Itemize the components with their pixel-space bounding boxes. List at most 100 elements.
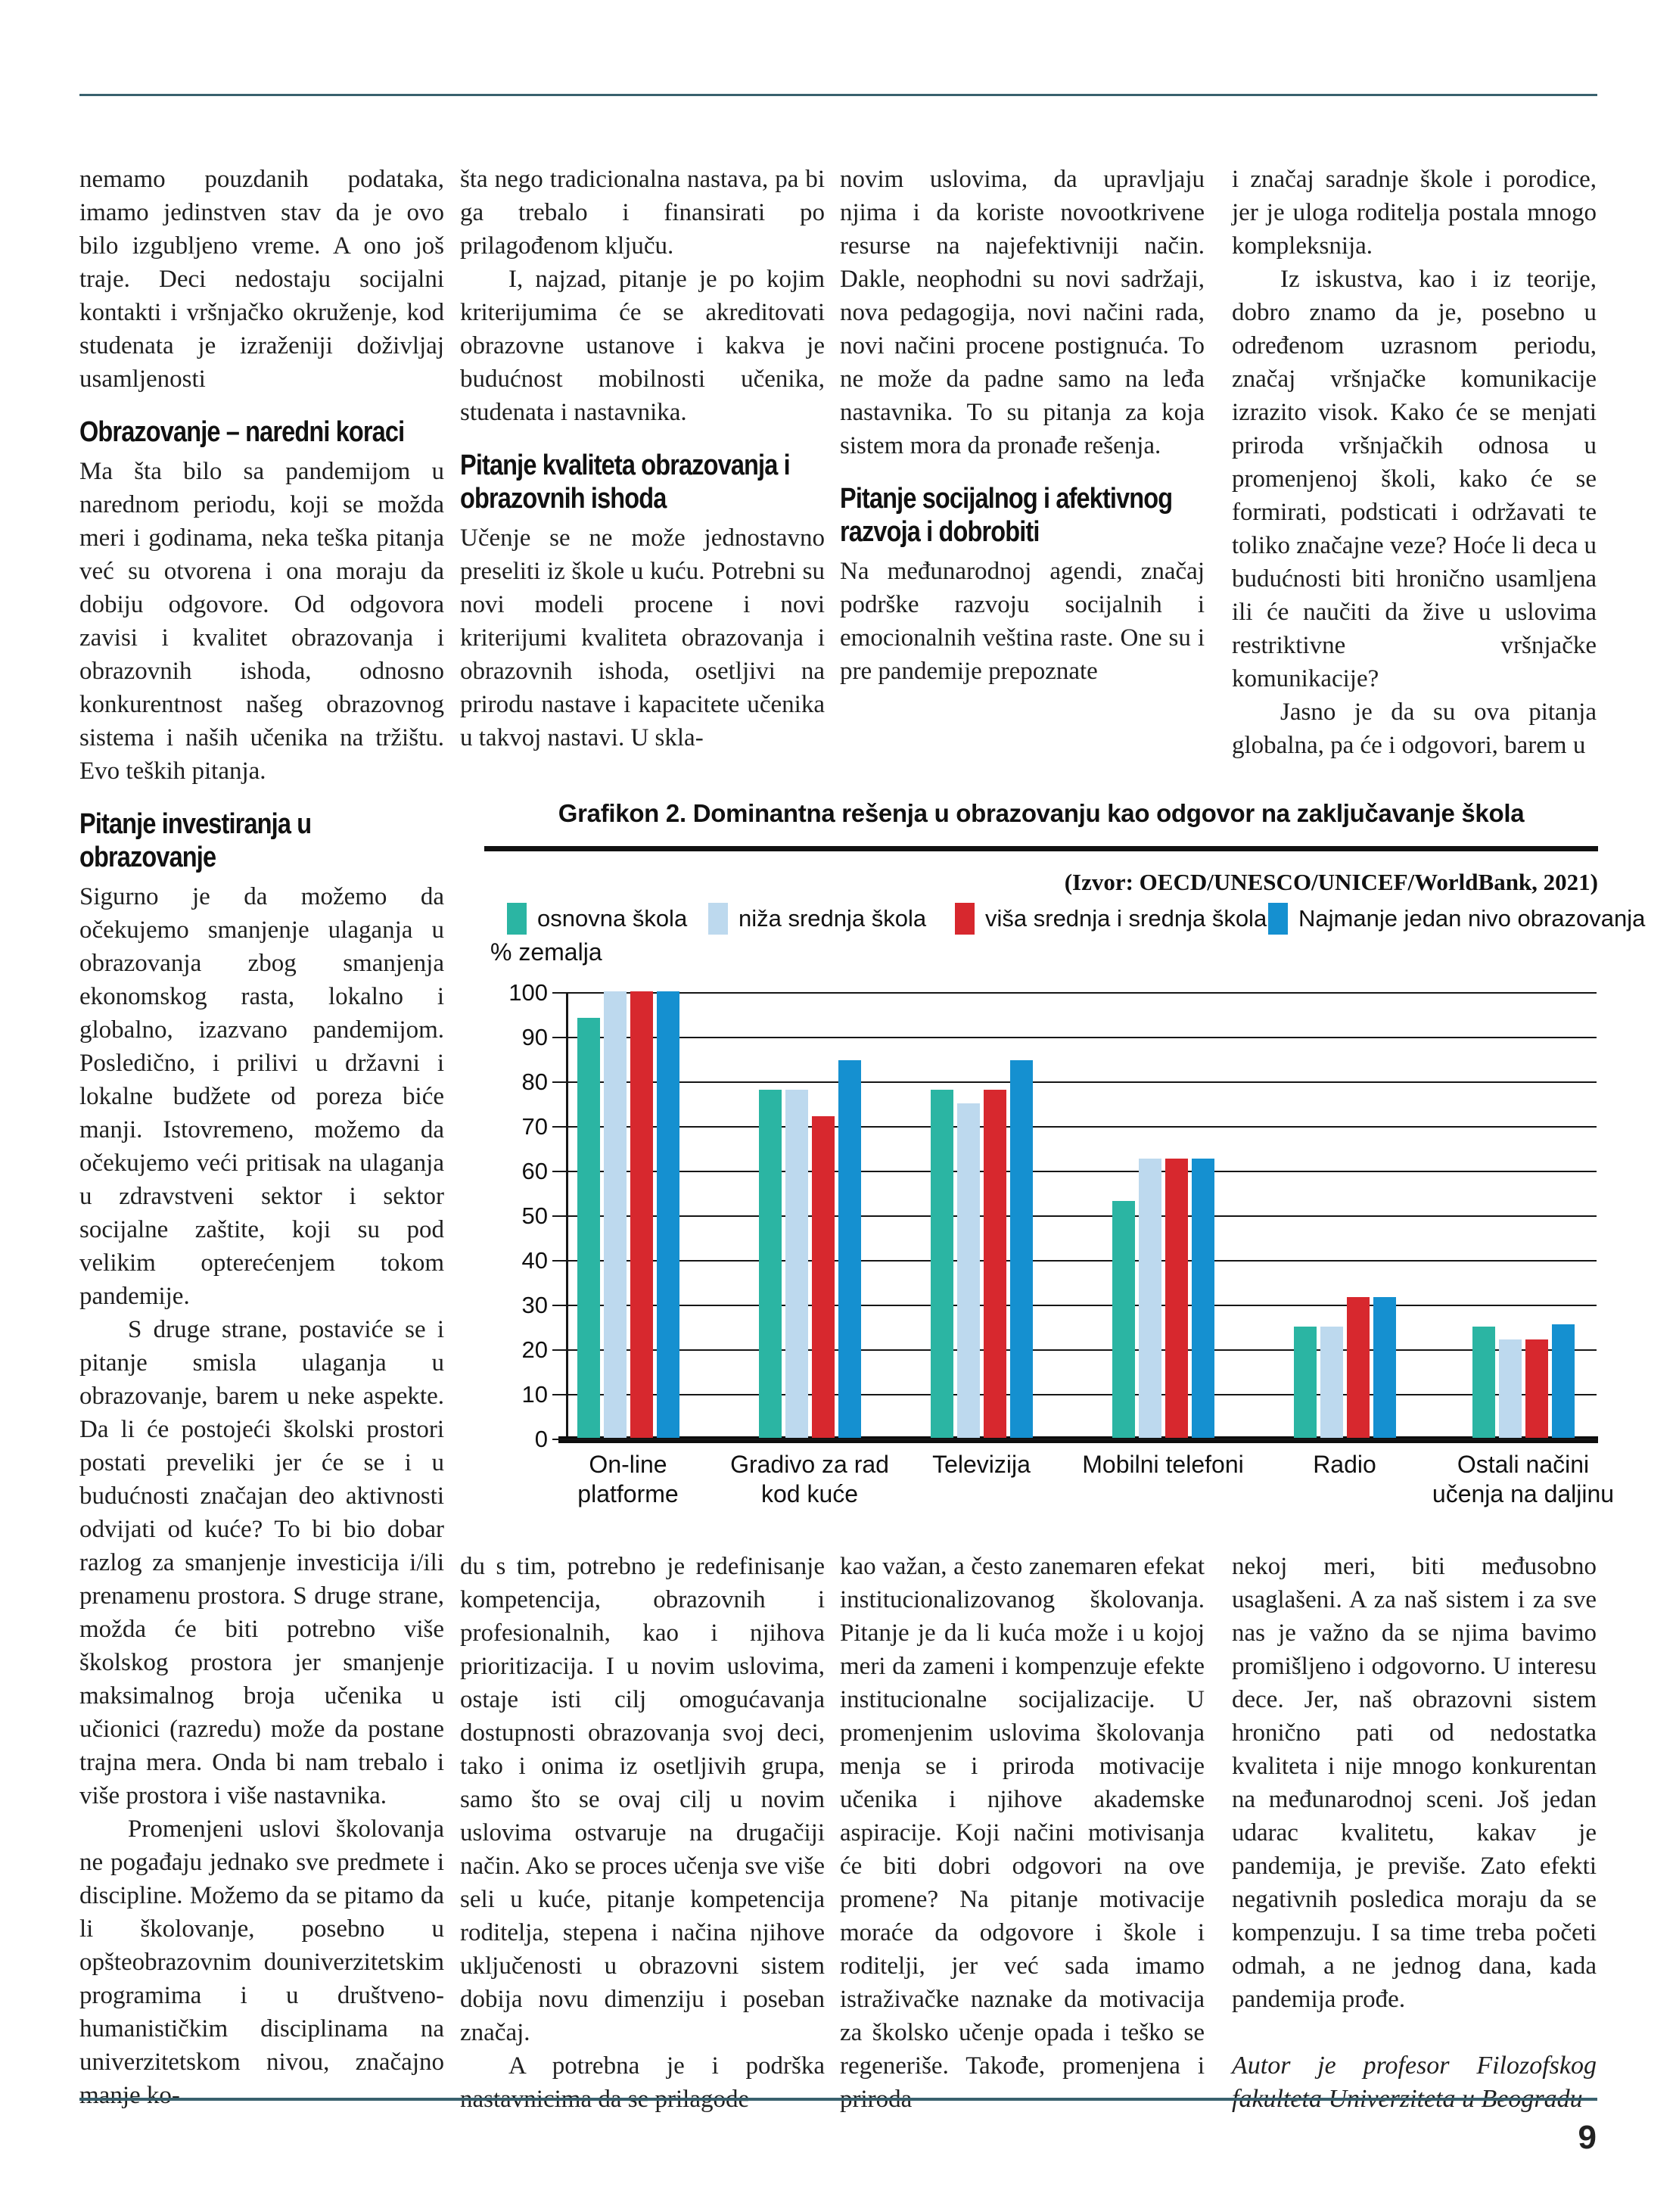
gridline — [567, 1394, 1597, 1395]
paragraph: nemamo pouzdanih podataka, imamo jedinst… — [79, 166, 444, 393]
axis-tick — [552, 1081, 567, 1083]
y-tick-label: 0 — [534, 1426, 548, 1452]
paragraph: Na međunarodnoj agendi, značaj podrške r… — [840, 558, 1205, 685]
section-heading: Obrazovanje – naredni koraci — [79, 415, 444, 449]
y-tick-label: 20 — [521, 1336, 548, 1363]
paragraph: nekoj meri, biti međusobno usaglašeni. A… — [1232, 1553, 1597, 2013]
bar-radio-s2 — [1346, 1297, 1370, 1438]
y-axis-line — [566, 993, 568, 1442]
bar-gradivo-za-rad-kod-kuće-s2 — [811, 1116, 835, 1438]
bar-mobilni-telefoni-s1 — [1138, 1159, 1161, 1438]
legend-item: niža srednja škola — [708, 901, 926, 937]
legend-label: Najmanje jedan nivo obrazovanja — [1298, 905, 1646, 932]
chart-plot-area: 0 10 20 30 40 50 60 70 80 90 100 — [508, 979, 1598, 1452]
y-tick-label: 60 — [521, 1158, 548, 1184]
bar-ostali-načini-učenja-na-daljinu-s2 — [1525, 1339, 1548, 1438]
paragraph: Promenjeni uslovi školovanja ne pogađaju… — [79, 1815, 444, 2109]
top-rule — [79, 94, 1597, 96]
y-axis-label: % zemalja — [490, 938, 602, 966]
bar-on-line-platforme-s0 — [577, 1018, 600, 1438]
bar-mobilni-telefoni-s0 — [1112, 1201, 1135, 1438]
x-category-label: Televizija — [932, 1451, 1031, 1478]
gridline — [567, 1305, 1597, 1306]
paragraph: Iz iskustva, kao i iz teorije, dobro zna… — [1232, 266, 1597, 692]
x-category-label: Gradivo za rad kod kuće — [730, 1451, 889, 1507]
text-column-4-bottom: nekoj meri, biti međusobno usaglašeni. A… — [1232, 1550, 1597, 2116]
paragraph: novim uslovima, da upravljaju njima i da… — [840, 166, 1205, 459]
gridline — [567, 992, 1597, 994]
bar-gradivo-za-rad-kod-kuće-s1 — [785, 1089, 808, 1438]
bar-radio-s3 — [1373, 1297, 1396, 1438]
gridline — [567, 1037, 1597, 1038]
section-heading-text: Pitanje socijalnog i afektivnog razvoja … — [840, 483, 1173, 548]
gridline — [567, 1171, 1597, 1172]
section-heading-text: Obrazovanje – naredni koraci — [79, 416, 405, 448]
legend-swatch-icon — [1268, 903, 1288, 935]
y-tick-label: 80 — [521, 1069, 548, 1095]
paragraph: šta nego tradicionalna nastava, pa bi ga… — [460, 166, 825, 260]
legend-swatch-icon — [507, 903, 527, 935]
chart-title-rule — [484, 846, 1598, 851]
paragraph: Jasno je da su ova pitanja globalna, pa … — [1232, 698, 1597, 759]
y-tick-label: 40 — [521, 1247, 548, 1274]
paragraph: I, najzad, pitanje je po kojim kriteriju… — [460, 266, 825, 426]
section-heading-text: Pitanje investiranja u obrazovanje — [79, 808, 312, 873]
bar-radio-s1 — [1320, 1326, 1343, 1438]
axis-tick — [552, 1349, 567, 1351]
bar-televizija-s2 — [983, 1089, 1006, 1438]
legend-swatch-icon — [955, 903, 975, 935]
text-column-1: nemamo pouzdanih podataka, imamo jedinst… — [79, 163, 444, 2112]
paragraph: A potrebna je i podrška nastavnicima da … — [460, 2052, 825, 2113]
footer-rule — [79, 2098, 1597, 2101]
bar-radio-s0 — [1293, 1326, 1317, 1438]
text-column-2-top: šta nego tradicionalna nastava, pa bi ga… — [460, 163, 825, 754]
y-tick-label: 10 — [521, 1381, 548, 1408]
y-tick-label: 50 — [521, 1202, 548, 1229]
legend-item: Najmanje jedan nivo obrazovanja — [1268, 901, 1645, 937]
axis-tick — [552, 1126, 567, 1128]
paragraph: Učenje se ne može jednostavno preseliti … — [460, 524, 825, 751]
gridline — [567, 1215, 1597, 1217]
paragraph: S druge strane, postaviće se i pitanje s… — [79, 1316, 444, 1809]
bar-on-line-platforme-s2 — [630, 991, 653, 1438]
bar-televizija-s0 — [930, 1089, 953, 1438]
section-heading: Pitanje socijalnog i afektivnog razvoja … — [840, 482, 1205, 549]
y-tick-label: 30 — [521, 1292, 548, 1318]
bar-ostali-načini-učenja-na-daljinu-s1 — [1498, 1339, 1522, 1438]
bar-chart-grafikon-2: Grafikon 2. Dominantna rešenja u obrazov… — [484, 799, 1645, 1526]
axis-tick — [552, 1394, 567, 1395]
chart-source: (Izvor: OECD/UNESCO/UNICEF/WorldBank, 20… — [1064, 869, 1598, 895]
legend-swatch-icon — [708, 903, 728, 935]
axis-tick — [552, 1171, 567, 1172]
x-category-label: Radio — [1313, 1451, 1376, 1478]
bar-ostali-načini-učenja-na-daljinu-s0 — [1472, 1326, 1495, 1438]
x-category-label: Ostali načini učenja na daljinu — [1432, 1451, 1615, 1507]
x-category-label: On-line platforme — [577, 1451, 679, 1507]
bar-televizija-s3 — [1009, 1060, 1033, 1438]
gridline — [567, 1349, 1597, 1351]
paragraph: kao važan, a često zanemaren efekat inst… — [840, 1553, 1205, 2113]
y-tick-label: 100 — [508, 979, 548, 1006]
author-note: Autor je profesor Filozofskog fakulteta … — [1232, 2052, 1597, 2113]
legend-label: osnovna škola — [537, 905, 688, 932]
bar-gradivo-za-rad-kod-kuće-s3 — [838, 1060, 861, 1438]
bar-gradivo-za-rad-kod-kuće-s0 — [758, 1089, 782, 1438]
gridline — [567, 1439, 1597, 1440]
gridline — [567, 1260, 1597, 1262]
paragraph: Ma šta bilo sa pandemijom u narednom per… — [79, 458, 444, 785]
chart-legend: osnovna škola niža srednja škola viša sred… — [492, 901, 1645, 938]
legend-label: viša srednja i srednja škola — [985, 905, 1267, 932]
chart-title: Grafikon 2. Dominantna rešenja u obrazov… — [558, 799, 1525, 827]
text-column-4-top: i značaj saradnje škole i porodice, jer … — [1232, 163, 1597, 762]
gridline — [567, 1081, 1597, 1083]
text-column-2-bottom: du s tim, potrebno je redefinisanje komp… — [460, 1550, 825, 2116]
bar-televizija-s1 — [956, 1103, 980, 1438]
section-heading: Pitanje kvaliteta obrazovanja i obrazovn… — [460, 449, 825, 515]
axis-tick — [552, 1260, 567, 1262]
axis-tick — [552, 1037, 567, 1038]
page-number: 9 — [1578, 2119, 1597, 2156]
paragraph: Sigurno je da možemo da očekujemo smanje… — [79, 883, 444, 1310]
paragraph: du s tim, potrebno je redefinisanje komp… — [460, 1553, 825, 2046]
axis-tick — [552, 1305, 567, 1306]
paragraph: i značaj saradnje škole i porodice, jer … — [1232, 166, 1597, 260]
